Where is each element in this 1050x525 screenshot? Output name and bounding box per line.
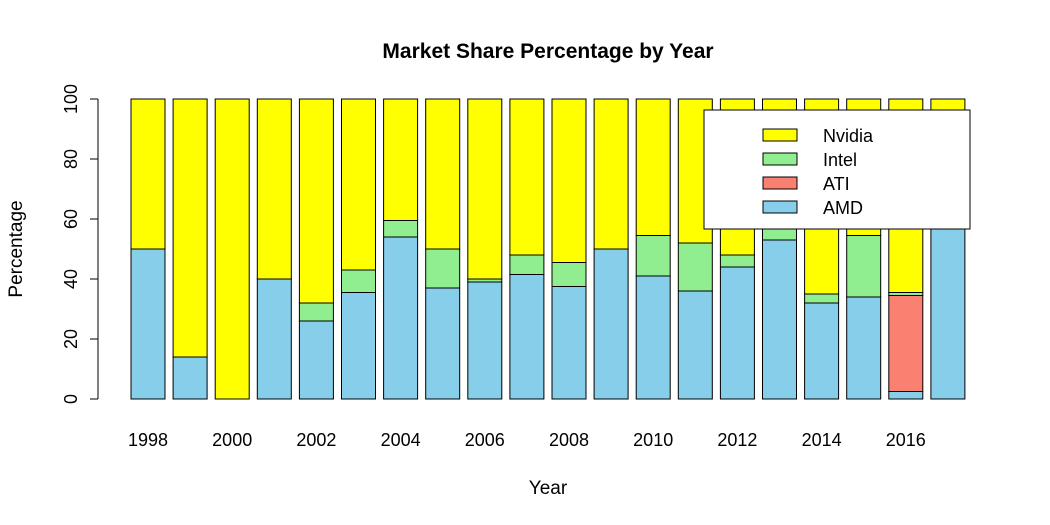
x-tick-label: 1998	[128, 430, 168, 450]
bar-segment-amd-2009	[593, 248, 629, 400]
bar-segment-intel-2014	[804, 293, 840, 304]
x-tick-label: 2008	[549, 430, 589, 450]
bar-segment-intel-2010	[635, 235, 671, 277]
y-tick-label: 80	[61, 149, 81, 169]
bar-segment-amd-2016	[888, 391, 924, 400]
x-axis: 1998 2000 2002 2004 2006 2008 2010 2012 2014 2016	[128, 430, 926, 450]
y-tick-label: 0	[61, 394, 81, 404]
bar-segment-amd-2010	[635, 275, 671, 400]
bar-segment-amd-2001	[256, 278, 292, 400]
bars-group	[130, 98, 966, 400]
bar-segment-intel-2011	[677, 242, 713, 292]
bar-segment-nvidia-2006	[467, 98, 503, 280]
legend-swatch-amd	[762, 200, 798, 214]
chart-title: Market Share Percentage by Year	[382, 40, 713, 63]
y-tick-label: 40	[61, 269, 81, 289]
bar-segment-nvidia-1998	[130, 98, 166, 250]
y-tick-label: 20	[61, 329, 81, 349]
bar-segment-amd-2012	[719, 266, 755, 400]
bar-segment-intel-2008	[551, 262, 587, 287]
bar-segment-intel-2012	[719, 254, 755, 268]
bar-segment-amd-2003	[341, 292, 376, 400]
bar-segment-amd-2013	[762, 239, 797, 400]
bar-segment-amd-2004	[383, 236, 419, 400]
bar-segment-nvidia-2001	[256, 98, 292, 280]
legend-label-nvidia: Nvidia	[823, 126, 874, 146]
y-tick-label: 100	[61, 84, 81, 114]
bar-segment-nvidia-2000	[214, 98, 250, 400]
legend-label-intel: Intel	[823, 150, 857, 170]
x-axis-label: Year	[529, 478, 568, 499]
bar-segment-nvidia-2007	[509, 98, 545, 256]
legend-swatch-intel	[762, 152, 798, 166]
legend-label-amd: AMD	[823, 198, 863, 218]
y-axis: 0 20 40 60 80 100	[61, 84, 99, 404]
x-tick-label: 2016	[886, 430, 926, 450]
legend-swatch-ati	[762, 176, 798, 190]
x-tick-label: 2004	[381, 430, 421, 450]
y-tick-label: 60	[61, 209, 81, 229]
x-tick-label: 2012	[717, 430, 757, 450]
bar-segment-amd-2017	[930, 221, 966, 400]
bar-segment-nvidia-2009	[593, 98, 629, 250]
bar-segment-nvidia-2002	[298, 98, 334, 304]
bar-segment-amd-2002	[298, 320, 334, 400]
bar-segment-intel-2005	[425, 248, 461, 289]
legend-box	[703, 109, 971, 230]
bar-segment-nvidia-2005	[425, 98, 461, 250]
bar-segment-nvidia-2003	[341, 98, 376, 271]
bar-segment-intel-2007	[509, 254, 545, 275]
bar-segment-amd-2015	[846, 296, 882, 400]
bar-segment-nvidia-1999	[172, 98, 208, 358]
bar-segment-ati-2016	[888, 295, 924, 392]
bar-segment-intel-2004	[383, 220, 419, 238]
bar-segment-nvidia-2004	[383, 98, 419, 221]
legend-swatch-nvidia	[762, 128, 798, 142]
bar-segment-nvidia-2010	[635, 98, 671, 236]
bar-segment-amd-1999	[172, 356, 208, 400]
x-tick-label: 2014	[802, 430, 842, 450]
bar-segment-amd-2008	[551, 286, 587, 400]
y-axis-label: Percentage	[6, 200, 27, 297]
x-tick-label: 2002	[296, 430, 336, 450]
x-tick-label: 2000	[212, 430, 252, 450]
bar-segment-intel-2002	[298, 302, 334, 322]
bar-segment-nvidia-2008	[551, 98, 587, 263]
x-tick-label: 2010	[633, 430, 673, 450]
bar-segment-amd-2014	[804, 302, 840, 400]
legend: Nvidia Intel ATI AMD	[703, 109, 971, 230]
bar-segment-amd-2005	[425, 287, 461, 400]
bar-segment-amd-1998	[130, 248, 166, 400]
bar-segment-amd-2006	[467, 281, 503, 400]
bar-segment-intel-2015	[846, 235, 882, 298]
bar-segment-amd-2007	[509, 274, 545, 400]
legend-label-ati: ATI	[823, 174, 850, 194]
bar-segment-intel-2003	[341, 269, 376, 293]
bar-segment-amd-2011	[677, 290, 713, 400]
x-tick-label: 2006	[465, 430, 505, 450]
